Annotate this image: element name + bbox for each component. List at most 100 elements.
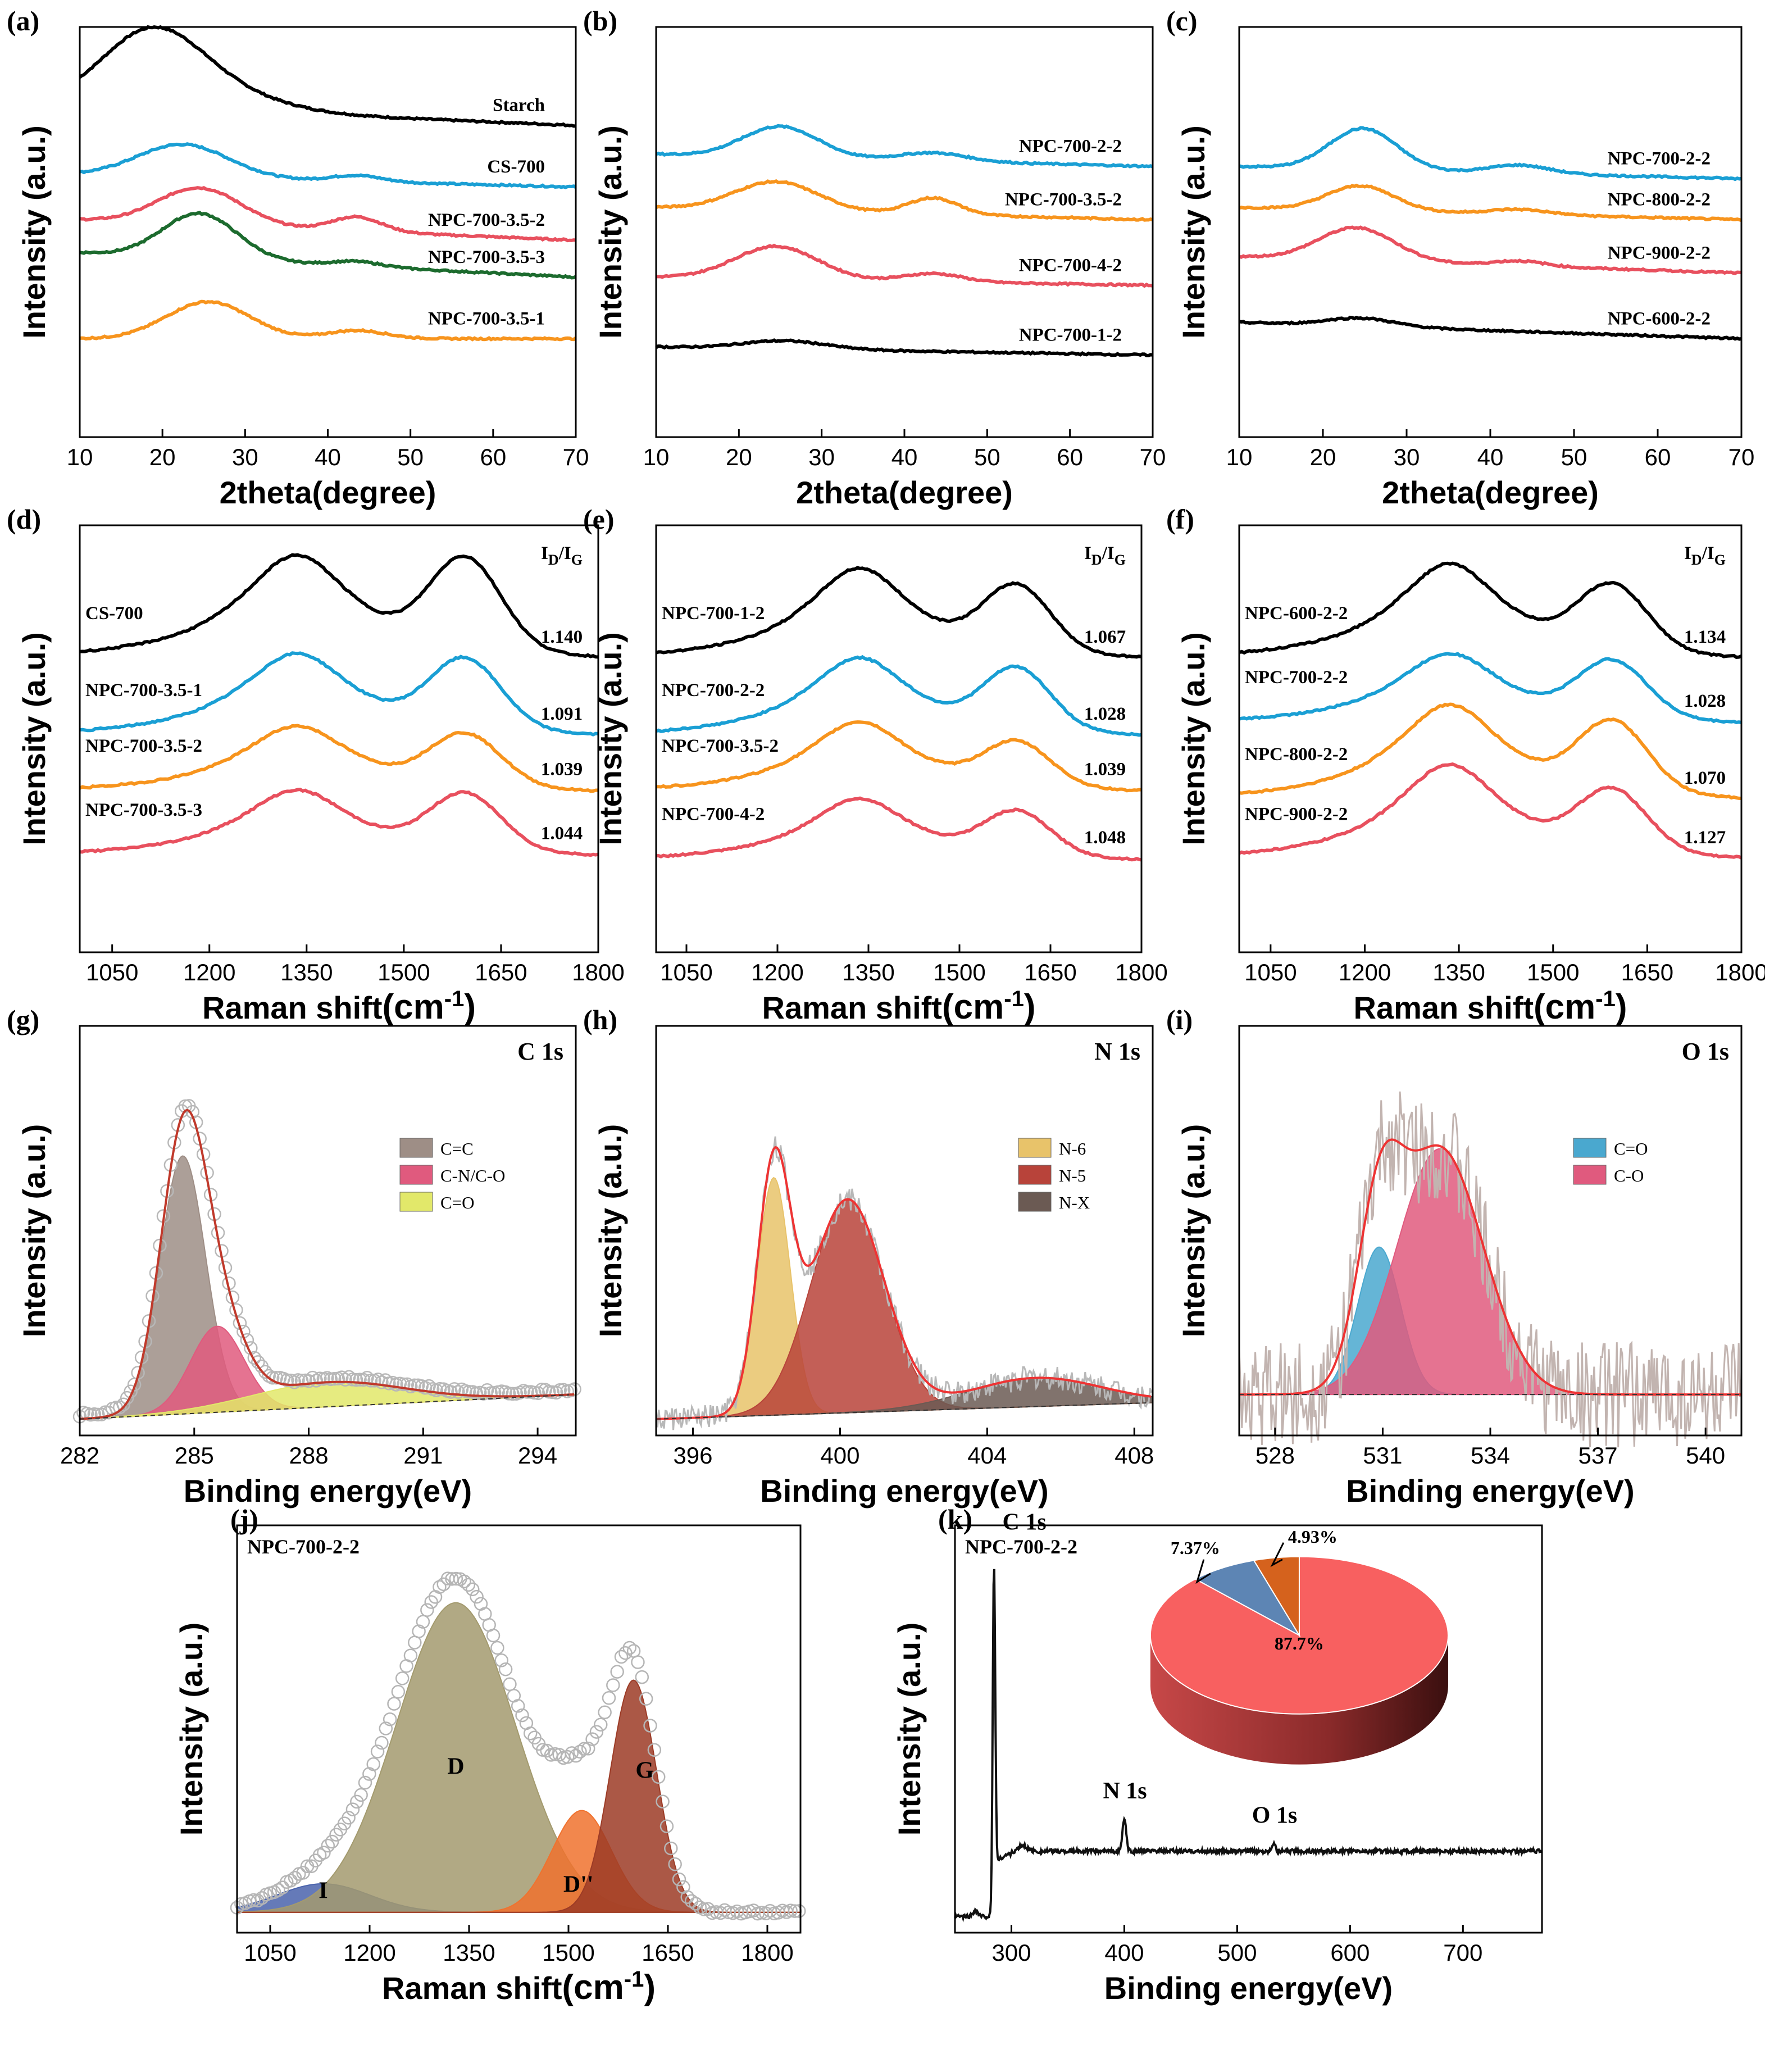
x-tick-label: 294 <box>518 1442 557 1469</box>
x-axis-unit-close: ) <box>464 988 476 1026</box>
component-area <box>236 1602 801 1913</box>
x-axis-label-text: Raman shift <box>202 990 383 1025</box>
series-label: NPC-700-3.5-2 <box>1005 190 1122 210</box>
x-tick-label: 1650 <box>1621 959 1673 985</box>
series-line <box>655 338 1153 357</box>
x-axis-label: Raman shift(cm-1) <box>1354 987 1627 1026</box>
ratio-value: 1.044 <box>541 824 583 844</box>
panel-c: (c) NPC-700-2-2 NPC-800-2-2 NPC-900-2-2 NPC-… <box>1166 5 1754 510</box>
data-point <box>247 1351 262 1365</box>
data-point <box>503 1677 517 1692</box>
panel-label: (g) <box>7 1004 39 1035</box>
y-axis-label: Intensity (a.u.) <box>1176 1124 1211 1338</box>
legend-label: N-6 <box>1059 1139 1086 1158</box>
panel-label: (b) <box>583 5 617 37</box>
series-line <box>1239 315 1742 341</box>
x-tick-label: 20 <box>1310 444 1336 470</box>
ratio-value: 1.127 <box>1684 828 1726 848</box>
data-point <box>540 1743 554 1758</box>
data-point <box>647 1743 662 1757</box>
component-label: D'' <box>563 1872 594 1898</box>
component-label: I <box>319 1878 327 1903</box>
panel-label: (c) <box>1166 5 1198 37</box>
pie-label-major: 87.7% <box>1275 1633 1324 1653</box>
data-point <box>91 1407 105 1422</box>
series-line <box>656 566 1142 659</box>
data-point <box>387 1697 401 1711</box>
data-point <box>420 1603 434 1617</box>
x-tick-label: 1350 <box>842 959 894 985</box>
series-line <box>79 25 576 128</box>
peak-label: C 1s <box>1003 1509 1047 1535</box>
legend-label: C-O <box>1614 1166 1644 1185</box>
data-point <box>622 1641 637 1655</box>
data-point <box>577 1742 592 1756</box>
raw-data-line <box>655 1136 1153 1430</box>
x-axis-label-text: Raman shift <box>382 1970 562 2006</box>
data-point <box>444 1385 458 1399</box>
x-axis-label: 2theta(degree) <box>796 475 1013 510</box>
x-tick-label: 40 <box>891 444 918 470</box>
x-axis-unit-close: ) <box>1616 988 1627 1026</box>
x-tick-label: 1800 <box>1115 959 1167 985</box>
data-point <box>614 1650 629 1664</box>
x-tick-label: 1050 <box>1244 959 1297 985</box>
x-tick-label: 537 <box>1579 1442 1618 1469</box>
x-tick-label: 40 <box>315 444 341 470</box>
series-line <box>79 788 599 857</box>
data-point <box>356 1373 371 1387</box>
data-point <box>792 1904 806 1918</box>
series-label: NPC-700-2-2 <box>1245 667 1348 688</box>
series-line <box>1239 225 1742 275</box>
data-point <box>94 1407 109 1421</box>
x-tick-label: 1200 <box>343 1939 395 1966</box>
panel-label: (f) <box>1166 503 1194 535</box>
panel-title: C 1s <box>517 1038 563 1065</box>
data-point <box>254 1891 269 1905</box>
data-point <box>354 1788 368 1802</box>
data-point <box>284 1874 298 1888</box>
x-tick-label: 40 <box>1477 444 1504 470</box>
peak-label: N 1s <box>1103 1778 1147 1804</box>
data-point <box>549 1385 563 1400</box>
peak-label: O 1s <box>1252 1802 1298 1828</box>
ratio-value: 1.028 <box>1084 704 1126 724</box>
ratio-header-sub: D <box>1691 552 1702 568</box>
panel-i: (i) C=O C-O 528 531 534 537 540 Binding energy(e… <box>1166 1004 1743 1508</box>
x-axis-unit: (cm <box>383 988 444 1026</box>
data-point <box>112 1400 127 1415</box>
inset-pie: 87.7% 7.37% 4.93% <box>1149 1526 1449 1765</box>
data-point <box>651 1770 666 1784</box>
data-point <box>370 1744 385 1759</box>
x-tick-label: 30 <box>232 444 258 470</box>
x-tick-label: 396 <box>673 1442 712 1469</box>
data-point <box>643 1719 657 1733</box>
series-label: NPC-900-2-2 <box>1608 243 1711 263</box>
baseline <box>79 1394 570 1420</box>
x-axis-label: Raman shift(cm-1) <box>202 987 476 1026</box>
series-line <box>1239 652 1742 724</box>
x-tick-label: 600 <box>1330 1939 1370 1966</box>
series-label: CS-700 <box>85 603 143 624</box>
data-point <box>363 1374 378 1388</box>
data-point <box>349 1373 363 1387</box>
data-point <box>494 1653 508 1667</box>
x-tick-label: 1800 <box>572 959 624 985</box>
x-axis-label: Raman shift(cm-1) <box>382 1967 656 2007</box>
series-label: NPC-700-3.5-1 <box>428 308 545 329</box>
data-point <box>520 1385 534 1399</box>
series-label: NPC-900-2-2 <box>1245 804 1348 824</box>
x-tick-label: 400 <box>820 1442 859 1469</box>
x-axis-label: 2theta(degree) <box>220 475 436 510</box>
panel-e: (e) ID/IG NPC-700-1-2 1.067 NPC-700-2-2 1.028… <box>583 503 1168 1026</box>
data-point <box>362 1767 376 1781</box>
series-label: NPC-700-2-2 <box>1019 137 1122 157</box>
series-line <box>655 124 1154 169</box>
x-tick-label: 70 <box>1728 444 1755 470</box>
data-point <box>397 1377 411 1392</box>
x-tick-label: 20 <box>726 444 752 470</box>
data-point <box>531 1386 545 1400</box>
data-point <box>606 1678 620 1692</box>
